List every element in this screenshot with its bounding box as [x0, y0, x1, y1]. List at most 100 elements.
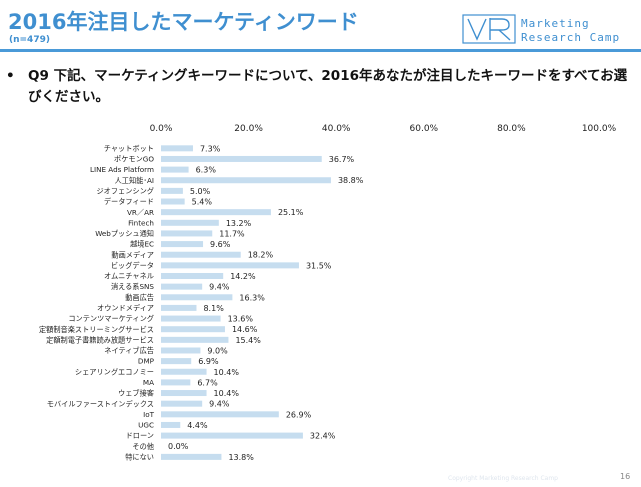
x-tick-label: 20.0%	[234, 124, 263, 134]
category-label: その他	[132, 442, 154, 451]
data-label: 26.9%	[286, 410, 312, 419]
data-label: 6.9%	[198, 357, 219, 366]
bar	[161, 166, 189, 173]
bar	[161, 421, 181, 428]
category-label: MA	[143, 378, 154, 387]
data-label: 16.3%	[239, 293, 265, 302]
question-text: Q9 下記、マーケティングキーワードについて、2016年あなたが注目したキーワー…	[28, 68, 628, 105]
category-label: UGC	[138, 421, 154, 430]
category-label: ポケモンGO	[114, 155, 154, 164]
category-label: ドローン	[126, 431, 154, 440]
data-label: 13.2%	[226, 219, 252, 228]
data-label: 14.6%	[232, 325, 258, 334]
data-label: 9.0%	[207, 346, 228, 355]
bar	[161, 336, 229, 343]
data-label: 4.4%	[187, 421, 208, 430]
data-label: 38.8%	[338, 176, 364, 185]
category-label: 定額制音楽ストリーミングサービス	[39, 325, 154, 334]
bar	[161, 294, 233, 301]
x-tick-label: 0.0%	[150, 124, 173, 134]
bar	[161, 209, 271, 216]
brand-name-line1: Marketing	[521, 17, 590, 30]
question-bullet: •	[6, 68, 15, 84]
bar	[161, 155, 322, 162]
category-label: Webプッシュ通知	[95, 229, 154, 238]
data-label: 5.4%	[192, 198, 213, 207]
data-label: 5.0%	[190, 187, 211, 196]
category-label: ジオフェンシング	[96, 186, 154, 195]
bar	[161, 379, 191, 386]
data-label: 31.5%	[306, 261, 332, 270]
data-label: 15.4%	[235, 336, 261, 345]
bar	[161, 358, 192, 365]
category-label: オムニチャネル	[104, 272, 154, 281]
bar	[161, 453, 222, 460]
data-label: 6.7%	[197, 378, 218, 387]
bar	[161, 251, 241, 258]
page-title: 2016年注目したマーケティンワード	[8, 10, 359, 34]
bar	[161, 315, 221, 322]
x-tick-label: 80.0%	[497, 124, 526, 134]
category-label: 越境EC	[130, 240, 154, 249]
category-label: 人工知能･AI	[115, 176, 154, 185]
page-number: 16	[620, 472, 631, 481]
category-label: 動画広告	[125, 293, 154, 302]
data-label: 18.2%	[248, 251, 274, 260]
data-label: 36.7%	[329, 155, 355, 164]
category-label: オウンドメディア	[97, 304, 154, 313]
brand-logo: Marketing Research Camp	[462, 14, 637, 46]
header-divider	[0, 49, 641, 52]
category-label: モバイルファーストインデックス	[47, 399, 154, 408]
bar	[161, 411, 279, 418]
category-label: シェアリングエコノミー	[75, 367, 154, 376]
data-label: 13.8%	[228, 453, 254, 462]
bar	[161, 187, 183, 194]
x-tick-label: 40.0%	[322, 124, 351, 134]
bar	[161, 230, 213, 237]
data-label: 7.3%	[200, 144, 221, 153]
x-tick-label: 100.0%	[582, 124, 617, 134]
bar	[161, 145, 193, 152]
data-label: 0.0%	[168, 442, 189, 451]
sample-size-note: (n=479)	[9, 35, 50, 45]
data-label: 9.4%	[209, 400, 230, 409]
bar	[161, 198, 185, 205]
bar	[161, 432, 303, 439]
data-label: 9.6%	[210, 240, 231, 249]
data-label: 10.4%	[214, 389, 240, 398]
bar	[161, 219, 219, 226]
category-label: データフィード	[104, 197, 154, 206]
data-label: 11.7%	[219, 229, 245, 238]
bar	[161, 304, 197, 311]
data-label: 25.1%	[278, 208, 304, 217]
brand-name-line2: Research Camp	[521, 31, 621, 44]
data-label: 10.4%	[214, 368, 240, 377]
category-label: ビッグデータ	[111, 261, 154, 270]
category-label: LINE Ads Platform	[90, 165, 154, 174]
bar	[161, 273, 224, 279]
category-label: 消える系SNS	[111, 282, 154, 291]
bar	[161, 283, 203, 290]
bar	[161, 326, 225, 333]
data-label: 6.3%	[196, 166, 217, 175]
category-label: ウェブ接客	[118, 389, 154, 398]
bar	[161, 262, 299, 269]
bar	[161, 177, 331, 184]
category-label: IoT	[143, 410, 155, 419]
category-label: 動画メディア	[111, 250, 154, 259]
category-label: VR／AR	[127, 208, 154, 217]
category-label: Fintech	[128, 218, 154, 227]
data-label: 13.6%	[228, 315, 254, 324]
category-label: チャットボット	[104, 144, 154, 153]
category-label: コンテンツマーケティング	[68, 314, 154, 323]
category-label: DMP	[138, 357, 155, 366]
category-label: 特にない	[125, 452, 154, 461]
bar	[161, 347, 201, 354]
footnote: Copyright Marketing Research Camp	[448, 475, 558, 482]
category-label: ネイティブ広告	[104, 346, 154, 355]
data-label: 32.4%	[310, 432, 336, 441]
bar	[161, 390, 207, 397]
bar	[161, 400, 203, 407]
category-label: 定額制電子書籍読み放題サービス	[46, 335, 154, 344]
